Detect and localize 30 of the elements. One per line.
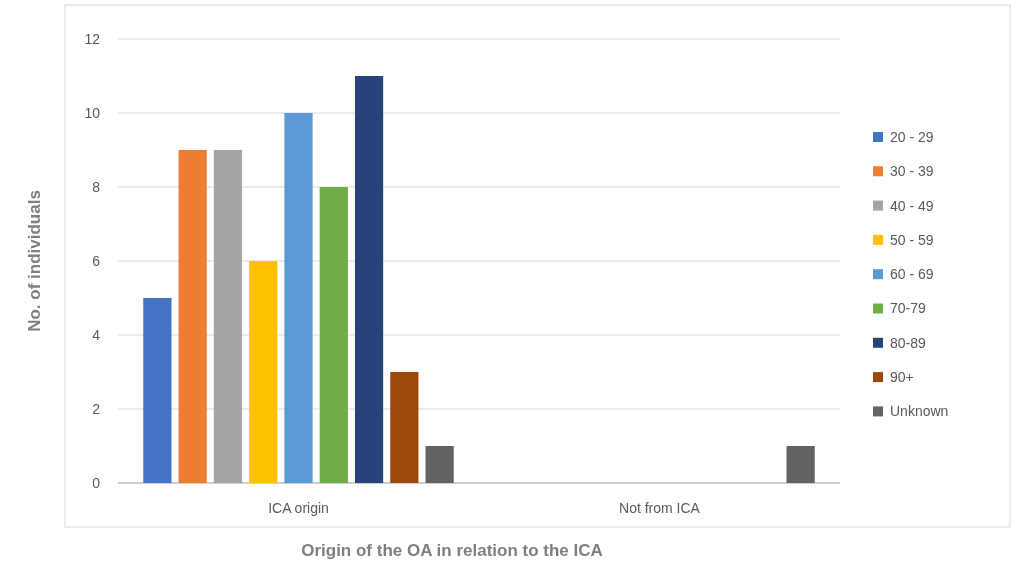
bar	[143, 298, 172, 483]
bar	[319, 187, 348, 483]
legend-label: Unknown	[890, 403, 949, 420]
y-tick-label: 4	[92, 326, 101, 343]
y-axis-title: No. of individuals	[25, 190, 44, 332]
bar	[178, 150, 207, 483]
x-tick-label: ICA origin	[268, 500, 329, 516]
y-tick-label: 6	[92, 252, 101, 269]
y-tick-label: 10	[84, 104, 101, 121]
legend-label: 20 - 29	[890, 128, 934, 145]
legend-label: 80-89	[890, 334, 927, 351]
bar	[213, 150, 243, 483]
bar	[354, 76, 384, 483]
y-tick-label: 12	[84, 30, 101, 47]
bar	[284, 113, 313, 483]
y-tick-label: 2	[92, 400, 101, 417]
bar	[249, 261, 278, 483]
legend-label: 70-79	[890, 300, 927, 317]
y-tick-label: 0	[92, 474, 101, 491]
bar	[786, 446, 815, 483]
legend-label: 60 - 69	[890, 266, 934, 283]
x-tick-label: Not from ICA	[619, 500, 701, 516]
bar	[425, 446, 454, 483]
y-tick-label: 8	[92, 178, 101, 195]
legend-label: 30 - 39	[890, 163, 934, 180]
x-axis-title: Origin of the OA in relation to the ICA	[301, 541, 603, 560]
legend-label: 40 - 49	[890, 197, 934, 214]
legend-label: 50 - 59	[890, 231, 934, 248]
bar	[390, 372, 419, 483]
legend-label: 90+	[890, 369, 914, 385]
